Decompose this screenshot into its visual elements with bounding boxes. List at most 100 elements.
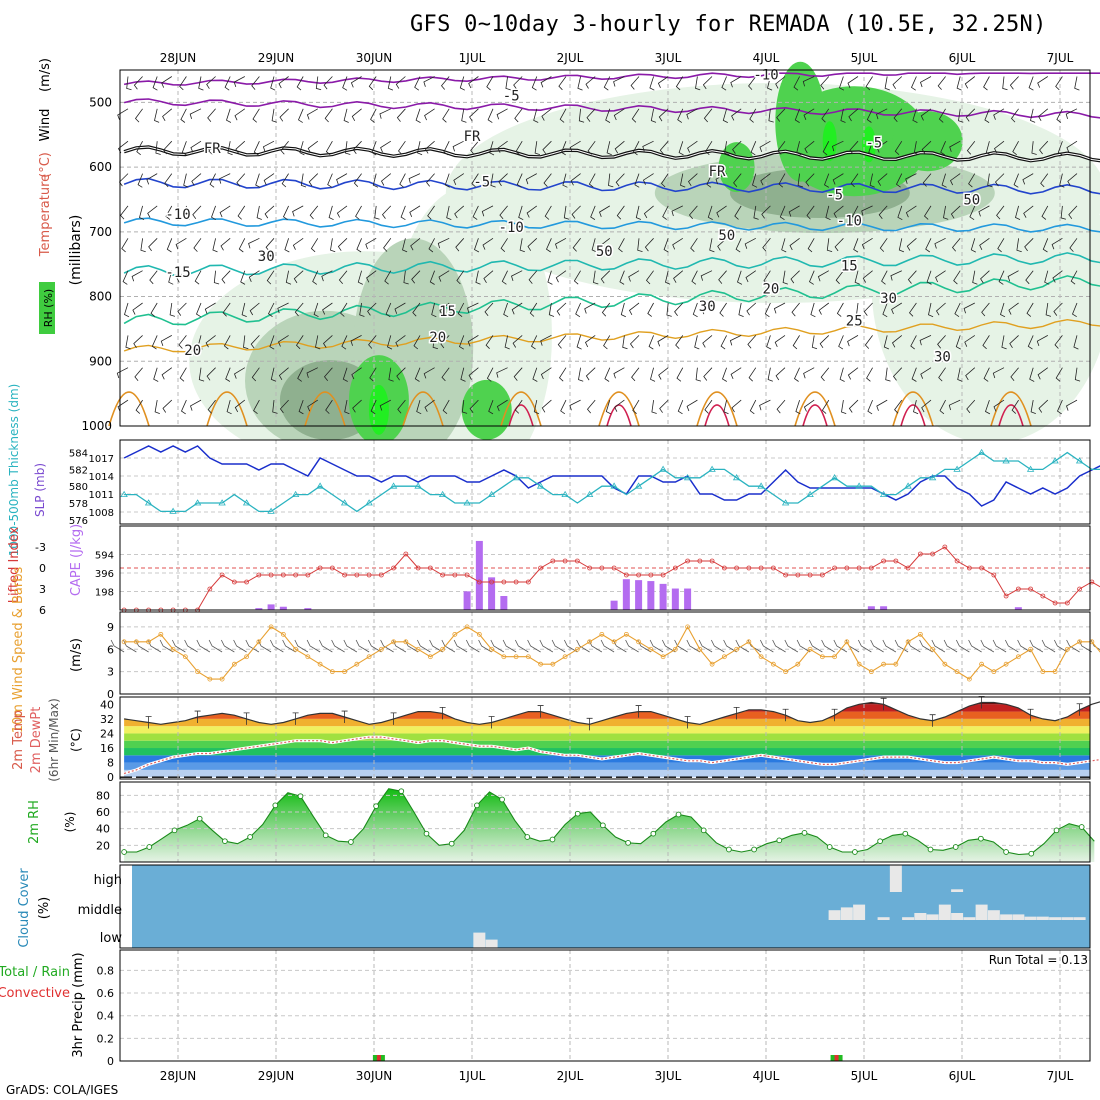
upper-wind-barb <box>662 205 669 220</box>
rh2m-marker <box>171 827 178 834</box>
upper-wind-barb <box>277 335 289 347</box>
upper-wind-barb <box>352 399 362 413</box>
upper-wind-barb <box>223 335 231 350</box>
upper-wind-barb <box>193 238 202 252</box>
wind-speed-marker <box>746 639 752 645</box>
upper-wind-barb <box>298 108 304 123</box>
surface-wind-barb <box>527 639 541 653</box>
isotherm-label: 20 <box>184 343 201 359</box>
upper-wind-barb <box>762 238 771 252</box>
rh2m-marker <box>373 803 379 810</box>
upper-wind-barb <box>513 367 523 381</box>
cape-bar <box>867 606 875 610</box>
upper-wind-barb <box>818 302 830 315</box>
upper-wind-barb <box>734 205 742 220</box>
upper-wind-barb <box>919 335 932 346</box>
bottom-axis-day-label: 2JUL <box>557 1069 584 1083</box>
lifted-index-marker <box>844 565 850 571</box>
temp-minmax-bar <box>145 716 152 729</box>
ylabel-rh: RH (%) <box>42 289 55 327</box>
surface-wind-barb <box>882 639 897 653</box>
wind-speed-marker <box>893 661 899 667</box>
upper-wind-barb <box>126 76 132 91</box>
upper-wind-barb <box>322 302 333 315</box>
upper-wind-barb <box>620 302 626 318</box>
top-axis-day-label: 1JUL <box>459 51 486 65</box>
upper-wind-barb <box>793 367 800 382</box>
upper-wind-barb <box>730 367 742 380</box>
lifted-index-marker <box>709 558 715 564</box>
upper-wind-barb <box>604 367 611 382</box>
upper-wind-barb <box>707 205 713 220</box>
upper-wind-barb <box>265 238 275 252</box>
cloud-middle-bar <box>1012 914 1025 920</box>
upper-wind-barb <box>125 335 131 350</box>
cape-bar <box>684 588 692 610</box>
cloud-middle-bar <box>1061 917 1074 920</box>
upper-wind-barb <box>789 237 800 251</box>
upper-wind-barb <box>1030 400 1036 414</box>
upper-wind-barb <box>1073 335 1079 350</box>
upper-wind-barb <box>429 270 435 285</box>
upper-wind-barb <box>169 302 176 317</box>
surface-wind-barb <box>772 639 786 653</box>
upper-wind-barb <box>439 302 450 316</box>
cloud-middle-bar <box>1036 916 1049 920</box>
cloud-bg <box>132 865 1090 948</box>
upper-wind-barb <box>897 205 903 221</box>
surface-wind-barb <box>980 639 995 653</box>
isotherm-label: FR <box>204 141 221 157</box>
upper-wind-barb <box>562 173 568 188</box>
upper-wind-barb <box>149 270 158 285</box>
upper-wind-barb <box>153 367 159 382</box>
top-axis-day-label: 4JUL <box>753 51 780 65</box>
upper-wind-barb <box>270 76 276 91</box>
upper-wind-barb <box>489 141 495 156</box>
wind-speed-marker <box>795 661 801 667</box>
upper-wind-barb <box>891 335 903 348</box>
upper-wind-barb <box>1008 302 1019 315</box>
wind-speed-marker <box>513 654 519 660</box>
upper-wind-barb <box>452 140 464 152</box>
isotherm-label: 30 <box>258 249 275 265</box>
upper-wind-barb <box>437 237 450 249</box>
upper-wind-barb <box>547 270 553 285</box>
upper-wind-barb <box>253 399 260 415</box>
thickness-tick-label: 582 <box>69 465 88 476</box>
upper-wind-barb <box>432 335 439 350</box>
upper-wind-barb <box>658 108 669 122</box>
lifted-index-marker <box>244 579 250 585</box>
upper-wind-barb <box>310 238 319 253</box>
lifted-index-marker <box>293 572 299 578</box>
top-axis-day-label: 3JUL <box>655 51 682 65</box>
upper-wind-barb <box>241 302 247 317</box>
upper-wind-barb <box>227 141 233 156</box>
upper-wind-barb <box>979 237 990 250</box>
rh-colorbar-swatch <box>39 282 55 334</box>
upper-wind-barb <box>135 399 143 414</box>
upper-wind-barb <box>403 270 409 285</box>
upper-wind-barb <box>911 367 917 382</box>
upper-wind-barb <box>140 238 146 253</box>
upper-wind-barb <box>1031 141 1037 155</box>
upper-wind-barb <box>1016 238 1022 253</box>
upper-wind-barb <box>820 367 830 382</box>
upper-wind-barb <box>342 76 348 91</box>
upper-wind-barb <box>542 140 552 155</box>
upper-wind-barb <box>313 302 319 318</box>
upper-wind-barb <box>954 302 961 318</box>
upper-wind-barb <box>250 335 260 349</box>
upper-wind-barb <box>181 141 187 156</box>
upper-wind-barb <box>861 205 873 216</box>
lifted-index-marker <box>930 551 935 557</box>
wind-speed-marker <box>427 654 433 660</box>
upper-wind-barb <box>965 367 976 381</box>
upper-wind-barb <box>402 238 408 253</box>
upper-wind-barb <box>383 238 392 252</box>
surface-isotherm-loop-hot <box>508 404 534 427</box>
rh2m-marker <box>499 796 505 803</box>
wind-speed-marker <box>256 639 262 645</box>
ylabel-slp: SLP (mb) <box>33 463 47 517</box>
isotherm-label: 30 <box>934 349 951 365</box>
lifted-index-marker <box>256 572 262 578</box>
